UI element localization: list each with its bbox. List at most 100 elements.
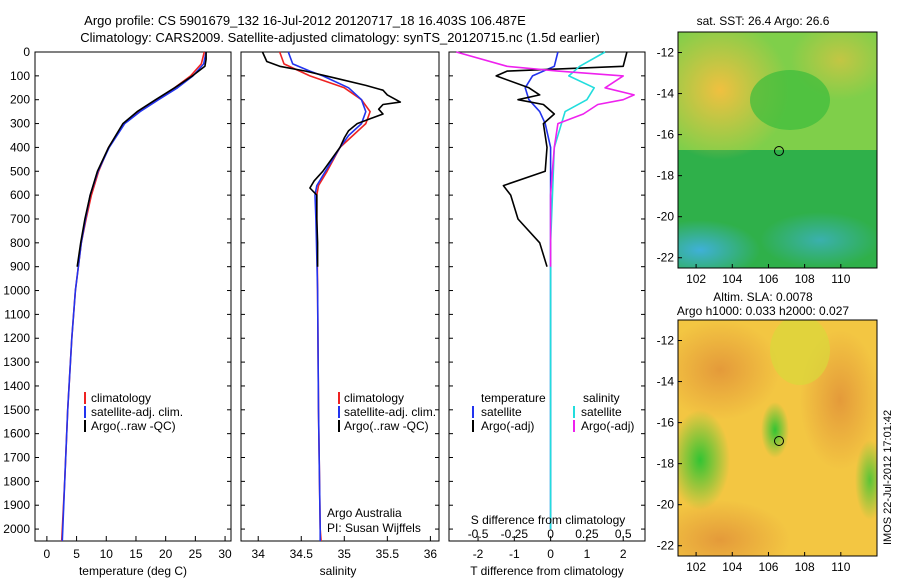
x-tick-label: 15	[129, 547, 143, 561]
temperature-xlabel: temperature (deg C)	[79, 564, 187, 578]
sst-map-title: sat. SST: 26.4 Argo: 26.6	[697, 14, 830, 28]
y-tick-label: 1600	[3, 427, 30, 441]
x-tick-label: 35	[338, 547, 352, 561]
y-tick-label: 300	[10, 117, 30, 131]
top-tick-label: 0	[547, 527, 554, 541]
header-line-1: Argo profile: CS 5901679_132 16-Jul-2012…	[84, 13, 526, 28]
legend-label-argo: Argo(..raw -QC)	[344, 419, 429, 433]
sst-argo-position-marker	[774, 146, 784, 156]
y-tick-label: 700	[10, 212, 30, 226]
map-lat-label: -14	[657, 87, 675, 101]
map-lat-label: -18	[657, 169, 675, 183]
map-lat-label: -12	[657, 46, 675, 60]
map-lon-label: 104	[722, 272, 742, 286]
x-tick-label: 20	[159, 547, 173, 561]
x-tick-label: 34.5	[290, 547, 314, 561]
legend-swatch-satellite	[84, 406, 86, 418]
series-line-temperature-argo-adj-	[495, 51, 628, 267]
x-tick-label: 34	[252, 547, 266, 561]
salinity-legend: climatology satellite-adj. clim. Argo(..…	[338, 391, 436, 433]
legend-label-sal-argo: Argo(-adj)	[581, 419, 634, 433]
annotation-pi: PI: Susan Wijffels	[327, 521, 421, 535]
legend-label-temp-argo: Argo(-adj)	[481, 419, 534, 433]
map-lon-label: 110	[831, 560, 850, 574]
x-tick-label: 5	[73, 547, 80, 561]
legend-swatch-climatology	[84, 392, 86, 404]
salinity-depth-ticks	[241, 51, 439, 530]
top-tick-label: -0.25	[501, 527, 529, 541]
legend-label-sal-satellite: satellite	[581, 405, 622, 419]
salinity-difference-tick-group: -0.5 -0.25 0 0.25 0.5	[468, 527, 632, 541]
sla-argo-position-marker	[774, 436, 784, 446]
x-tick-label: -2	[473, 547, 484, 561]
map-lon-label: 108	[795, 560, 815, 574]
y-tick-label: 1700	[3, 451, 30, 465]
map-lat-label: -12	[657, 334, 675, 348]
temperature-tick-group: 0 5 10 15 20 25 30	[44, 536, 232, 561]
top-tick-label: 0.25	[575, 527, 599, 541]
map-lon-label: 102	[686, 560, 706, 574]
map-lon-label: 106	[758, 560, 778, 574]
salinity-axes-frame	[240, 51, 440, 542]
series-line-argo-raw-qc-	[76, 52, 207, 267]
series-line-salinity-satellite	[549, 51, 606, 530]
legend-label-satellite: satellite-adj. clim.	[344, 405, 436, 419]
sst-map-image	[678, 32, 877, 268]
x-tick-label: 0	[547, 547, 554, 561]
y-tick-label: 1200	[3, 331, 30, 345]
legend-label-argo: Argo(..raw -QC)	[91, 419, 176, 433]
legend-header-temperature: temperature	[481, 391, 546, 405]
y-tick-label: 1900	[3, 498, 30, 512]
y-tick-label: 900	[10, 260, 30, 274]
y-tick-label: 200	[10, 93, 30, 107]
difference-top-xlabel: S difference from climatology	[471, 513, 626, 527]
temperature-axes-frame	[34, 51, 232, 542]
y-tick-label: 400	[10, 140, 30, 154]
series-line-argo-raw-qc-	[261, 51, 402, 267]
legend-label-climatology: climatology	[344, 391, 404, 405]
series-line-salinity-argo-adj-	[456, 51, 635, 267]
x-tick-label: 1	[584, 547, 591, 561]
difference-depth-ticks	[449, 51, 645, 530]
salinity-panel: 34 34.5 35 35.5 36 salinity climatology sate…	[240, 51, 440, 578]
y-tick-label: 2000	[3, 522, 30, 536]
y-tick-label: 1300	[3, 355, 30, 369]
map-lat-label: -16	[657, 416, 675, 430]
x-tick-label: 0	[44, 547, 51, 561]
y-tick-label: 600	[10, 188, 30, 202]
y-tick-label: 100	[10, 69, 30, 83]
annotation-argo-australia: Argo Australia	[327, 506, 402, 520]
x-tick-label: 25	[189, 547, 203, 561]
map-lat-label: -22	[657, 251, 675, 265]
legend-swatch-satellite	[338, 406, 340, 418]
sla-map-title-1: Altim. SLA: 0.0078	[713, 290, 813, 304]
y-tick-label: 800	[10, 236, 30, 250]
x-tick-label: 10	[100, 547, 114, 561]
salinity-xlabel: salinity	[320, 564, 357, 578]
difference-legend: temperature salinity satellite Argo(-adj…	[472, 391, 634, 433]
sla-map-image	[678, 320, 877, 556]
difference-tick-group: -2 -1 0 1 2	[473, 536, 627, 561]
header-line-2: Climatology: CARS2009. Satellite-adjuste…	[80, 30, 600, 45]
top-tick-label: 0.5	[615, 527, 632, 541]
y-tick-label: 1000	[3, 284, 30, 298]
temperature-legend: climatology satellite-adj. clim. Argo(..…	[84, 391, 183, 433]
legend-swatch-climatology	[338, 392, 340, 404]
map-lat-label: -16	[657, 128, 675, 142]
salinity-series-group	[261, 51, 402, 542]
salinity-tick-group: 34 34.5 35 35.5 36	[252, 536, 437, 561]
y-tick-label: 1100	[4, 307, 30, 321]
x-tick-label: 2	[620, 547, 627, 561]
difference-series-group	[456, 51, 635, 530]
map-lat-label: -20	[657, 210, 675, 224]
depth-tick-group: 0 100 200 300 400 500 600 700 800 900 1000 1100 1200…	[3, 45, 231, 536]
difference-axes-frame	[448, 51, 646, 542]
difference-xlabel: T difference from climatology	[470, 564, 624, 578]
map-lat-label: -20	[657, 498, 675, 512]
sst-map-frame	[677, 31, 878, 269]
legend-swatch-sal-satellite	[573, 406, 575, 418]
legend-swatch-argo	[338, 420, 340, 432]
map-lon-label: 110	[831, 272, 850, 286]
y-tick-label: 1800	[3, 474, 30, 488]
